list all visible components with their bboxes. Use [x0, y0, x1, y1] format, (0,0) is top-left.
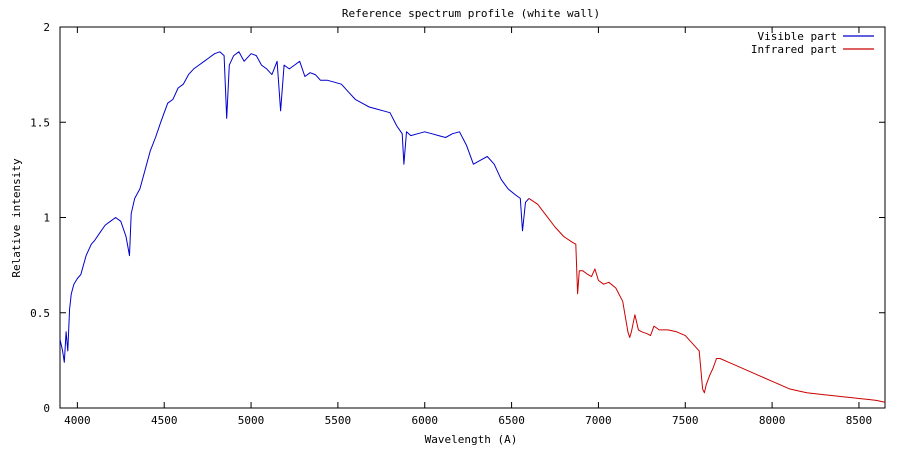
- x-tick-label: 4500: [151, 414, 178, 427]
- y-axis-label: Relative intensity: [10, 158, 23, 278]
- y-tick-label: 1: [43, 212, 50, 225]
- x-tick-label: 5500: [325, 414, 352, 427]
- legend-label-infrared: Infrared part: [751, 43, 837, 56]
- series-group: [59, 51, 886, 403]
- x-tick-label: 4000: [64, 414, 91, 427]
- y-tick-label: 0: [43, 402, 50, 415]
- series-line-visible: [59, 51, 530, 363]
- x-axis-label: Wavelength (A): [425, 433, 518, 446]
- x-tick-label: 6000: [411, 414, 438, 427]
- y-axis: 0 0.5 1 1.5 2: [30, 21, 885, 415]
- x-tick-label: 6500: [498, 414, 525, 427]
- chart-title: Reference spectrum profile (white wall): [342, 7, 600, 20]
- x-tick-label: 5000: [238, 414, 265, 427]
- legend: Visible part Infrared part: [751, 30, 874, 56]
- x-tick-label: 8500: [846, 414, 873, 427]
- series-line-infrared: [528, 197, 886, 403]
- y-tick-label: 2: [43, 21, 50, 34]
- legend-label-visible: Visible part: [758, 30, 837, 43]
- x-tick-label: 7000: [585, 414, 612, 427]
- y-tick-label: 0.5: [30, 307, 50, 320]
- y-tick-label: 1.5: [30, 116, 50, 129]
- x-tick-label: 7500: [672, 414, 699, 427]
- x-axis: 4000 4500 5000 5500 6000 6500 7000 7500 8000 8500: [64, 27, 872, 427]
- x-tick-label: 8000: [759, 414, 786, 427]
